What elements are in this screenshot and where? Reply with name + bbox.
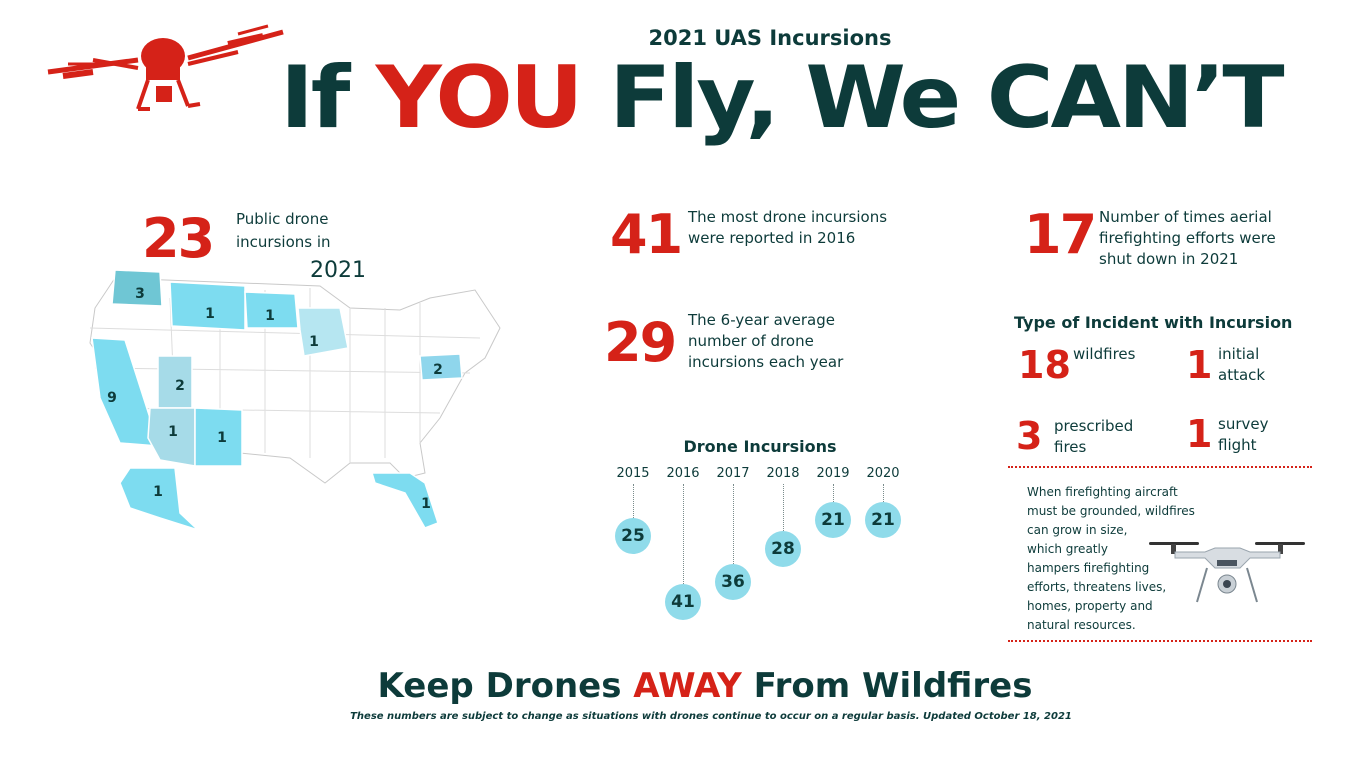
incident-prescribed-line1: prescribed bbox=[1054, 417, 1134, 435]
chart-point: 21 bbox=[865, 502, 901, 538]
state-az bbox=[147, 407, 196, 467]
chart-stem bbox=[633, 484, 634, 537]
state-label-nm: 1 bbox=[217, 430, 227, 446]
incident-initial-number: 1 bbox=[1186, 343, 1213, 387]
description-text: When firefighting aircraft must be groun… bbox=[1027, 483, 1212, 635]
state-pa bbox=[419, 353, 463, 381]
chart-point: 25 bbox=[615, 518, 651, 555]
state-label-mn: 1 bbox=[309, 334, 319, 350]
shutdown-line2: firefighting efforts were bbox=[1099, 229, 1276, 247]
incursions-chart: 2015 25 2016 41 2017 36 2018 28 2019 21 2020 21 bbox=[600, 460, 920, 630]
desc-line-8: natural resources. bbox=[1027, 618, 1136, 632]
chart-year-label: 2019 bbox=[816, 466, 850, 481]
incident-survey-label: survey flight bbox=[1218, 414, 1268, 456]
shutdown-number: 17 bbox=[1024, 203, 1097, 266]
desc-line-5: hampers firefighting bbox=[1027, 561, 1150, 575]
quadcopter-icon bbox=[1149, 542, 1305, 603]
us-map: 3 1 1 1 2 9 2 1 1 1 1 bbox=[89, 269, 501, 531]
state-label-pa: 2 bbox=[433, 362, 443, 378]
average-line1: The 6-year average bbox=[688, 311, 835, 329]
state-mn bbox=[297, 307, 349, 357]
desc-line-1: When firefighting aircraft bbox=[1027, 485, 1178, 499]
state-label-ak: 1 bbox=[153, 484, 163, 500]
chart-stem bbox=[783, 484, 784, 549]
incident-wildfires-label: wildfires bbox=[1073, 344, 1135, 365]
eyebrow-heading: 2021 UAS Incursions bbox=[648, 26, 892, 50]
footer-note: These numbers are subject to change as s… bbox=[350, 711, 1072, 722]
chart-point: 28 bbox=[765, 530, 801, 567]
shutdown-line3: shut down in 2021 bbox=[1099, 250, 1239, 268]
state-label-ca: 9 bbox=[107, 390, 117, 406]
incident-survey-line2: flight bbox=[1218, 436, 1257, 454]
desc-line-7: homes, property and bbox=[1027, 599, 1153, 613]
shutdown-line1: Number of times aerial bbox=[1099, 208, 1272, 226]
desc-line-3: can grow in size, bbox=[1027, 523, 1128, 537]
chart-year-label: 2015 bbox=[616, 466, 650, 481]
most-incursions-text: The most drone incursions were reported … bbox=[688, 207, 887, 249]
chart-year-label: 2016 bbox=[666, 466, 700, 481]
incident-wildfires-line1: wildfires bbox=[1073, 345, 1136, 363]
chart-point: 41 bbox=[665, 584, 701, 620]
incident-prescribed-line2: fires bbox=[1054, 438, 1087, 456]
state-label-fl: 1 bbox=[421, 496, 431, 512]
chart-title: Drone Incursions bbox=[683, 437, 837, 456]
incident-initial-line1: initial bbox=[1218, 345, 1260, 363]
footer-part2: From Wildfires bbox=[741, 666, 1033, 706]
divider-top bbox=[1008, 466, 1312, 468]
map-stat-line1: Public drone bbox=[236, 210, 329, 228]
footer-slogan: Keep Drones AWAY From Wildfires bbox=[0, 666, 1366, 706]
incident-wildfires-number: 18 bbox=[1018, 343, 1071, 387]
most-incursions-number: 41 bbox=[610, 203, 683, 266]
divider-bottom bbox=[1008, 640, 1312, 642]
incident-types-heading: Type of Incident with Incursion bbox=[1014, 313, 1293, 332]
most-line2: were reported in 2016 bbox=[688, 229, 856, 247]
incident-initial-label: initial attack bbox=[1218, 344, 1265, 386]
chart-point: 36 bbox=[715, 563, 751, 600]
incident-prescribed-number: 3 bbox=[1016, 414, 1043, 458]
chart-point: 21 bbox=[815, 502, 851, 538]
shutdown-text: Number of times aerial firefighting effo… bbox=[1099, 207, 1276, 270]
chart-stem bbox=[683, 484, 684, 602]
chart-year-label: 2018 bbox=[766, 466, 800, 481]
map-stat-line2: incursions in bbox=[236, 233, 331, 251]
footer-away: AWAY bbox=[633, 666, 742, 706]
average-line2: number of drone bbox=[688, 332, 814, 350]
most-line1: The most drone incursions bbox=[688, 208, 888, 226]
desc-line-4: which greatly bbox=[1027, 542, 1108, 556]
incident-initial-line2: attack bbox=[1218, 366, 1266, 384]
map-stat-year: 2021 bbox=[310, 258, 366, 283]
state-label-az: 1 bbox=[168, 424, 178, 440]
chart-year-label: 2017 bbox=[716, 466, 750, 481]
map-stat-number: 23 bbox=[142, 207, 215, 270]
state-label-nd: 1 bbox=[265, 308, 275, 324]
map-stat-text: Public drone incursions in bbox=[236, 209, 331, 253]
title-part1: If bbox=[280, 48, 376, 148]
average-line3: incursions each year bbox=[688, 353, 844, 371]
state-mt bbox=[169, 281, 246, 331]
state-label-mt: 1 bbox=[205, 306, 215, 322]
incident-prescribed-label: prescribed fires bbox=[1054, 416, 1133, 458]
drone-logo-icon bbox=[47, 24, 284, 111]
desc-line-6: efforts, threatens lives, bbox=[1027, 580, 1167, 594]
state-nd bbox=[244, 291, 299, 329]
title-you: YOU bbox=[375, 48, 584, 148]
footer-part1: Keep Drones bbox=[377, 666, 634, 706]
chart-year-label: 2020 bbox=[866, 466, 900, 481]
chart-stem bbox=[733, 484, 734, 582]
state-ak bbox=[119, 467, 199, 531]
incident-survey-number: 1 bbox=[1186, 412, 1213, 456]
state-label-ut: 2 bbox=[175, 378, 185, 394]
average-number: 29 bbox=[604, 311, 677, 374]
desc-line-2: must be grounded, wildfires bbox=[1027, 504, 1195, 518]
incident-survey-line1: survey bbox=[1218, 415, 1269, 433]
page-title: If YOU Fly, We CAN’T bbox=[280, 48, 1285, 148]
title-part2: Fly, We CAN’T bbox=[580, 48, 1285, 148]
average-text: The 6-year average number of drone incur… bbox=[688, 310, 843, 373]
state-wa bbox=[111, 269, 163, 307]
state-fl bbox=[370, 472, 439, 529]
state-label-wa: 3 bbox=[135, 286, 145, 302]
state-nm bbox=[194, 407, 243, 467]
